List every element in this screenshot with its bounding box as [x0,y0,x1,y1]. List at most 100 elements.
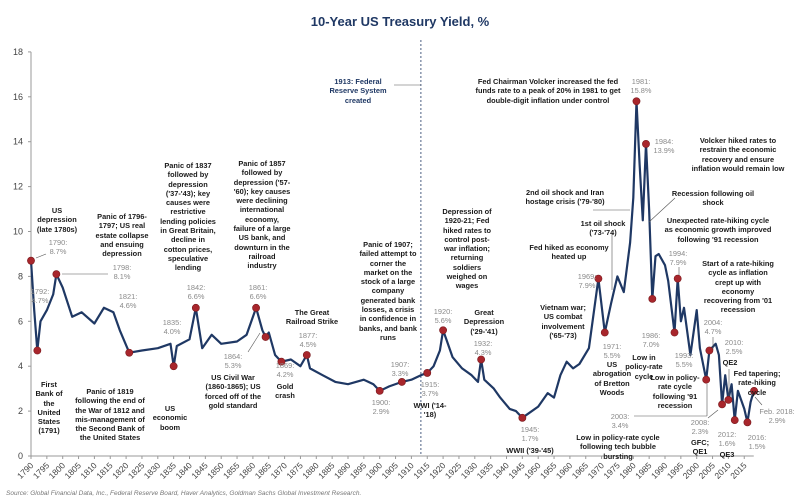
event-annotation: 1913: Federal Reserve System created [329,77,387,105]
x-tick-label: 1885 [316,460,337,481]
x-tick-label: 1975 [601,460,622,481]
x-tick-label: 1805 [63,460,84,481]
event-annotation: Low in policy-rate cycle following '91 r… [650,373,700,410]
point-label: 1842: 6.6% [186,283,206,302]
point-label: 1971: 5.5% [602,342,622,361]
point-label: 2003: 3.4% [610,412,630,431]
x-tick-label: 1900 [364,460,385,481]
x-tick-label: 1910 [395,460,416,481]
x-tick-label: 1965 [570,460,591,481]
y-tick-label: 14 [13,137,23,147]
event-marker [397,378,406,386]
x-tick-label: 1820 [110,460,131,481]
point-label: 1861: 6.6% [248,283,268,302]
x-tick-label: 1830 [142,460,163,481]
event-annotation: US abrogation of Bretton Woods [592,360,632,397]
event-marker [724,395,733,404]
event-marker [743,418,752,427]
leader-line [35,253,47,259]
event-marker [252,303,260,312]
point-label: 2016: 1.5% [747,433,767,452]
event-marker [423,369,432,377]
x-tick-label: 1915 [411,460,432,481]
event-marker [600,328,609,337]
event-annotation: Panic of 1837 followed by depression ('3… [160,161,216,273]
event-marker [375,386,384,395]
event-marker [750,386,758,395]
event-marker [594,274,603,283]
event-annotation: 2nd oil shock and Iran hostage crisis ('… [525,188,605,207]
x-tick-label: 1920 [427,460,448,481]
event-marker [673,274,682,283]
point-label: 2012: 1.6% [717,430,737,449]
y-tick-label: 4 [18,361,23,371]
event-marker [632,97,641,106]
yield-line [29,100,755,424]
event-marker [33,346,42,355]
point-label: 1915: 3.7% [420,380,440,399]
x-tick-label: 1905 [380,460,401,481]
point-label: 1981: 15.8% [630,77,652,96]
x-tick-label: 1945 [506,460,527,481]
event-marker [27,256,35,265]
event-marker [191,303,200,312]
event-annotation: 1st oil shock ('73-'74) [580,219,626,238]
point-label: 1986: 7.0% [641,331,661,350]
event-annotation: Gold crash [275,382,295,401]
y-tick-label: 10 [13,227,23,237]
x-tick-label: 1790 [15,460,36,481]
point-label: 1821: 4.6% [118,292,138,311]
x-tick-label: 1940 [490,460,511,481]
event-marker [518,413,527,422]
event-marker [52,270,61,279]
x-tick-label: 2015 [728,460,749,481]
event-marker [477,355,486,364]
point-label: 1920: 5.6% [433,307,453,326]
event-marker [718,400,726,409]
point-label: 1945: 1.7% [520,425,540,444]
point-label: 2010: 2.5% [724,338,744,357]
source-note: Source: Global Financial Data, Inc., Fed… [6,490,362,497]
event-annotation: QE2 [722,358,738,367]
event-marker [648,294,657,303]
x-tick-label: 2000 [681,460,702,481]
event-annotation: QE3 [719,450,735,459]
event-marker [730,416,739,424]
event-annotation: Panic of 1857 followed by depression ('5… [233,159,291,271]
point-label: 1984: 13.9% [653,137,675,156]
point-label: 1932: 4.3% [473,339,493,358]
event-annotation: Fed hiked as economy heated up [529,243,609,262]
point-label: 1869: 4.2% [275,361,295,380]
leader-line [707,409,719,419]
event-annotation: Panic of 1819 following the end of the W… [75,387,145,443]
x-tick-label: 1990 [649,460,670,481]
event-marker [705,346,714,355]
x-tick-label: 1935 [475,460,496,481]
y-tick-label: 18 [13,47,23,57]
y-tick-label: 12 [13,182,23,192]
y-tick-label: 2 [18,406,23,416]
event-marker [261,333,270,341]
event-annotation: Panic of 1796-1797; US real estate colla… [95,212,149,259]
event-annotation: Vietnam war; US combat involvement ('65-… [540,303,586,340]
event-annotation: Great Depression ('29-'41) [463,308,505,336]
x-tick-label: 2005 [697,460,718,481]
point-label: 1792: 4.7% [30,287,50,306]
x-tick-label: 1825 [126,460,147,481]
x-tick-label: 1855 [221,460,242,481]
event-annotation: Volcker hiked rates to restrain the econ… [691,136,785,173]
leader-line [247,332,261,353]
point-label: 2004: 4.7% [703,318,723,337]
x-tick-label: 1815 [94,460,115,481]
event-annotation: GFC; QE1 [690,438,710,457]
y-tick-label: 0 [18,451,23,461]
x-tick-label: 1880 [300,460,321,481]
chart-title: 10-Year US Treasury Yield, % [310,14,490,29]
event-marker [670,328,679,337]
x-tick-label: 1930 [459,460,480,481]
event-annotation: First Bank of the United States (1791) [35,380,63,436]
event-annotation: WWII ('39-'45) [506,446,554,455]
point-label: 1790: 8.7% [48,238,68,257]
point-label: 1907: 3.3% [390,360,410,379]
